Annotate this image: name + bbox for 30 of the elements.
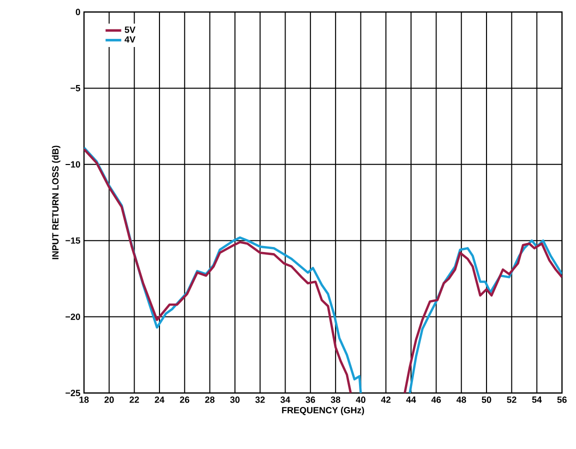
x-tick-label: 18 [80, 396, 89, 403]
x-tick-label: 32 [255, 396, 265, 403]
x-tick-label: 54 [532, 396, 542, 403]
x-tick-label: 46 [431, 396, 441, 403]
x-tick-label: 56 [557, 396, 567, 403]
x-tick-label: 42 [381, 396, 391, 403]
y-tick-label: −20 [66, 314, 80, 320]
x-tick-label: 26 [180, 396, 190, 403]
x-tick-label: 24 [154, 396, 164, 403]
x-tick-label: 34 [280, 396, 290, 403]
legend-label: 4V [124, 36, 136, 43]
y-axis-title: INPUT RETURN LOSS (dB) [52, 146, 60, 260]
y-tick-label: −15 [66, 237, 80, 244]
x-tick-label: 30 [230, 396, 240, 403]
x-tick-label: 20 [104, 396, 114, 403]
x-tick-label: 40 [356, 396, 366, 403]
x-tick-label: 52 [506, 396, 516, 403]
y-tick-label: −10 [66, 161, 80, 168]
y-tick-label: −25 [66, 390, 80, 396]
y-tick-label: 0 [76, 8, 80, 16]
x-tick-label: 38 [330, 396, 340, 403]
x-tick-label: 28 [205, 396, 215, 403]
x-tick-label: 22 [130, 396, 139, 403]
y-tick-label: −5 [70, 85, 80, 92]
x-tick-label: 50 [482, 396, 492, 403]
legend-label: 5V [124, 26, 136, 33]
x-axis-title: FREQUENCY (GHz) [282, 406, 364, 416]
x-tick-label: 44 [406, 396, 416, 403]
x-tick-label: 48 [456, 396, 466, 403]
x-tick-label: 36 [306, 396, 316, 403]
